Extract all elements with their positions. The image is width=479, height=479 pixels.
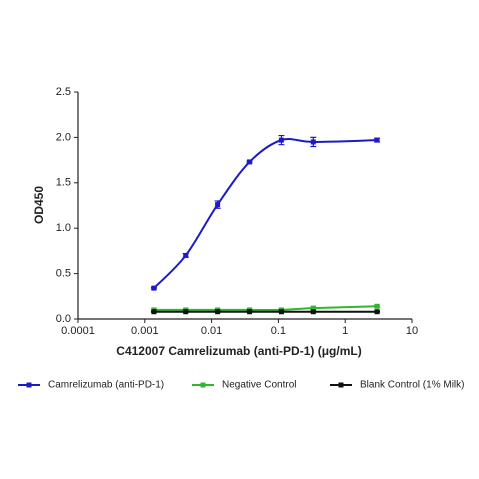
- x-tick-label: 10: [406, 325, 418, 337]
- y-tick-label: 0.0: [56, 313, 71, 325]
- point: [278, 309, 284, 315]
- point: [183, 309, 189, 315]
- y-axis-title: OD450: [32, 186, 46, 224]
- legend-label: Camrelizumab (anti-PD-1): [48, 380, 164, 391]
- y-tick-label: 1.0: [56, 222, 71, 234]
- point: [215, 309, 221, 315]
- x-tick-label: 1: [342, 325, 348, 337]
- x-tick-label: 0.01: [201, 325, 222, 337]
- legend-marker: [26, 382, 32, 388]
- legend-label: Negative Control: [222, 380, 296, 391]
- legend: Camrelizumab (anti-PD-1) Negative Control…: [18, 380, 464, 391]
- point: [151, 285, 157, 291]
- point: [215, 202, 221, 208]
- point: [183, 252, 189, 258]
- point: [310, 309, 316, 315]
- legend-label: Blank Control (1% Milk): [360, 380, 464, 391]
- legend-marker: [338, 382, 344, 388]
- x-axis-title: C412007 Camrelizumab (anti-PD-1) (μg/mL): [116, 344, 361, 358]
- y-tick-label: 1.5: [56, 177, 71, 189]
- point: [374, 303, 380, 309]
- y-tick-label: 0.5: [56, 268, 71, 280]
- point: [247, 309, 253, 315]
- point: [374, 309, 380, 315]
- y-tick-label: 2.0: [56, 131, 71, 143]
- x-tick-label: 0.0001: [61, 325, 95, 337]
- x-tick-label: 0.001: [131, 325, 159, 337]
- point: [310, 305, 316, 311]
- point: [278, 137, 284, 143]
- point: [247, 159, 253, 165]
- x-tick-label: 0.1: [271, 325, 286, 337]
- y-tick-label: 2.5: [56, 86, 71, 98]
- point: [151, 309, 157, 315]
- legend-marker: [200, 382, 206, 388]
- point: [310, 139, 316, 145]
- point: [374, 137, 380, 143]
- series-line: [153, 138, 378, 289]
